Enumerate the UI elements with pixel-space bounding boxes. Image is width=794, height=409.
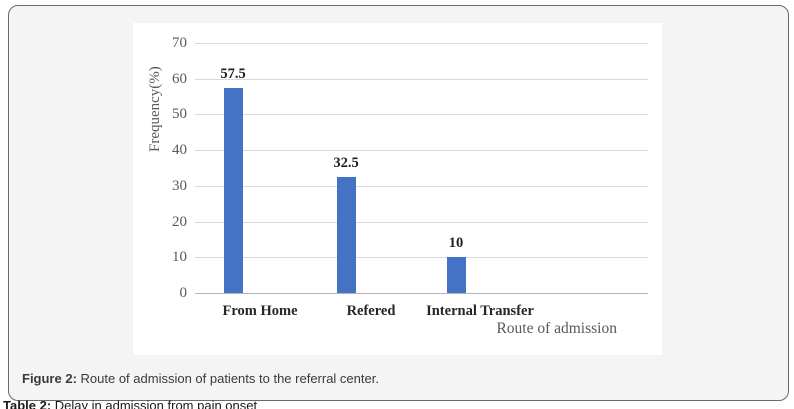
y-tick: 60 [172,71,187,87]
bar-chart: 70 60 50 40 30 20 10 0 Frequency(%) 57.5… [133,23,662,355]
y-axis-title: Frequency(%) [147,66,163,152]
table-caption-prefix: Table 2: [3,398,52,409]
y-tick: 40 [172,142,187,158]
category-label-from-home: From Home [222,303,298,319]
figure-caption-prefix: Figure 2: [22,371,77,386]
bar-from-home [223,88,243,293]
y-tick: 50 [172,106,187,122]
category-label-refered: Refered [346,303,396,319]
bar-internal-transfer [446,257,466,293]
table-caption: Table 2: Delay in admission from pain on… [3,398,257,409]
bar-group-from-home: 57.5 [198,66,268,293]
gridline-20 [195,222,648,223]
y-tick: 30 [172,178,187,194]
y-tick: 10 [172,249,187,265]
bar-value-label: 10 [448,235,464,251]
category-label-internal-transfer: Internal Transfer [426,303,534,319]
x-axis-line [195,293,648,294]
gridline-70 [195,43,648,44]
bar-group-refered: 32.5 [311,155,381,293]
y-tick: 0 [179,285,188,301]
bar-value-label: 57.5 [220,66,246,82]
gridline-10 [195,257,648,258]
gridline-40 [195,150,648,151]
figure-caption: Figure 2: Route of admission of patients… [22,371,379,386]
table-caption-text: Delay in admission from pain onset [51,398,258,409]
x-axis-title: Route of admission [496,320,617,337]
bar-group-internal-transfer: 10 [421,235,491,293]
bar-refered [336,177,356,293]
figure-caption-text: Route of admission of patients to the re… [76,371,379,386]
gridline-60 [195,79,648,80]
gridline-50 [195,114,648,115]
bar-value-label: 32.5 [333,155,359,171]
y-tick: 20 [172,214,187,230]
y-tick: 70 [172,35,187,51]
gridline-30 [195,186,648,187]
